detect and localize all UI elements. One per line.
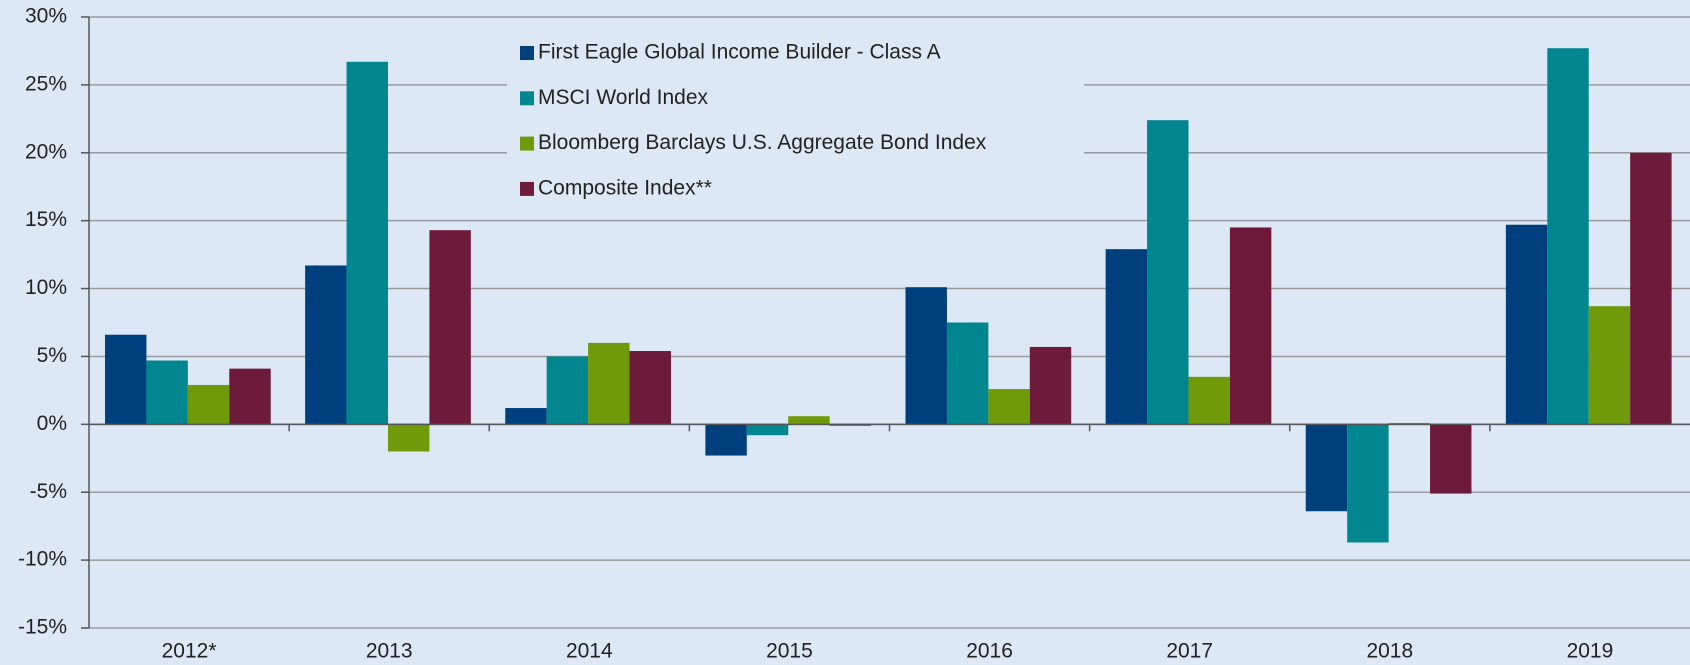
y-tick-label: 0% — [37, 412, 67, 435]
bar — [1630, 152, 1672, 425]
bar — [105, 334, 147, 425]
bar — [229, 368, 271, 425]
bar — [187, 384, 230, 425]
bar — [1029, 346, 1072, 425]
y-tick-label: 15% — [25, 208, 67, 231]
legend-label: First Eagle Global Income Builder - Clas… — [538, 41, 941, 64]
bar — [305, 265, 347, 425]
x-tick-label: 2019 — [1567, 640, 1614, 663]
legend-label: MSCI World Index — [538, 86, 708, 109]
bar — [905, 287, 947, 425]
bar — [946, 322, 989, 425]
y-tick-label: 30% — [25, 5, 67, 28]
bar — [1347, 424, 1389, 543]
bar — [1505, 224, 1548, 425]
x-tick-label: 2013 — [366, 640, 413, 663]
legend-label: Bloomberg Barclays U.S. Aggregate Bond I… — [538, 131, 987, 154]
legend-swatch — [520, 46, 534, 60]
x-tick-label: 2018 — [1366, 640, 1413, 663]
x-tick-label: 2017 — [1166, 640, 1213, 663]
bar — [1547, 48, 1589, 425]
bar — [1147, 120, 1189, 425]
legend-label: Composite Index** — [538, 176, 712, 199]
x-tick-label: 2014 — [566, 640, 613, 663]
legend-swatch — [520, 181, 534, 196]
bar — [146, 360, 188, 425]
bar — [1229, 227, 1272, 425]
bar — [429, 230, 471, 425]
bar — [387, 424, 430, 452]
y-tick-label: 5% — [37, 344, 67, 367]
bar — [346, 61, 388, 425]
bar — [629, 351, 671, 425]
legend-box — [507, 28, 1084, 211]
y-tick-label: 25% — [25, 72, 67, 95]
bar — [1430, 424, 1472, 494]
bar — [988, 389, 1030, 425]
legend-swatch — [520, 91, 534, 106]
y-tick-label: -5% — [30, 480, 67, 503]
bar — [788, 416, 830, 425]
bar — [505, 408, 547, 425]
x-tick-label: 2016 — [966, 640, 1013, 663]
bar — [1305, 424, 1348, 512]
bar — [546, 356, 589, 425]
x-tick-label: 2012* — [162, 640, 217, 663]
bar — [746, 424, 789, 436]
y-tick-label: 20% — [25, 140, 67, 163]
y-tick-label: 10% — [25, 276, 67, 299]
y-tick-label: -10% — [18, 548, 67, 571]
bar — [1588, 306, 1631, 425]
bar — [1105, 249, 1148, 425]
bar — [1188, 376, 1230, 425]
y-tick-label: -15% — [18, 616, 67, 639]
bar — [705, 424, 747, 456]
bar — [588, 342, 630, 425]
x-tick-label: 2015 — [766, 640, 813, 663]
legend-swatch — [520, 136, 534, 151]
